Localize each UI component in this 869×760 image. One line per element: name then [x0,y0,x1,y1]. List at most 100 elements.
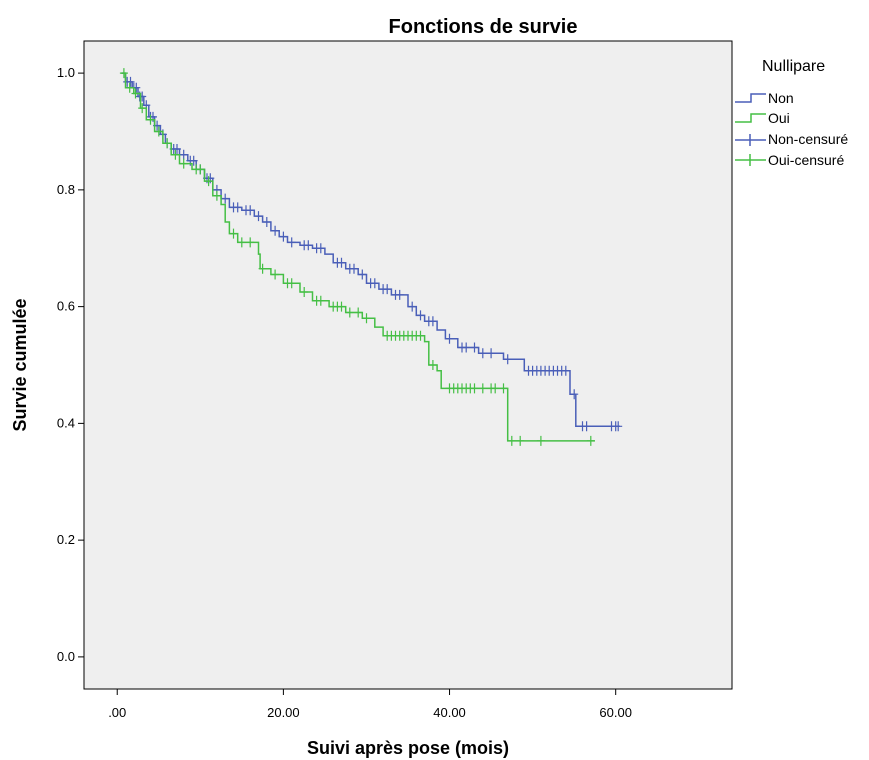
legend: Nullipare Non Oui Non-censuré Oui-censur… [735,58,848,168]
censor-mark-oui [491,383,500,394]
censor-mark-non [189,155,198,166]
censor-mark-non [279,231,288,242]
censor-mark-non [582,421,591,432]
censor-mark-non [561,365,570,376]
axis-ticks: .00 20.00 40.00 60.00 0.0 0.2 0.4 0.6 0.8 1.0 [57,65,632,720]
legend-swatch-oui-censure [735,154,766,166]
legend-label-oui: Oui [768,110,790,126]
censor-mark-oui [337,301,346,312]
censor-mark-oui [258,263,267,274]
censor-mark-oui [163,138,172,149]
series-layer [119,68,623,446]
censor-mark-non [614,421,623,432]
censor-mark-oui [246,237,255,248]
censor-mark-oui [237,237,246,248]
y-tick-label: 0.6 [57,299,75,314]
censor-mark-non [503,354,512,365]
legend-label-oui-censure: Oui-censuré [768,152,844,168]
y-axis-title: Survie cumulée [10,298,30,431]
censor-mark-non [428,316,437,327]
y-tick-label: 0.8 [57,182,75,197]
censor-mark-non [262,217,271,227]
censor-mark-oui [470,383,479,394]
y-tick-label: 0.0 [57,649,75,664]
censor-mark-non [254,211,263,222]
censor-mark-oui [204,176,213,187]
censor-mark-oui [416,330,425,341]
x-tick-label: .00 [108,705,126,720]
legend-swatch-oui [735,113,766,123]
censor-mark-oui [316,295,325,306]
x-tick-label: 60.00 [599,705,632,720]
censor-mark-non [337,257,346,268]
censor-mark-oui [499,383,508,394]
legend-item-non: Non [735,90,794,106]
censor-mark-non [233,202,242,213]
censor-mark-non [138,91,147,102]
censor-mark-oui [300,287,309,297]
legend-item-oui-censure: Oui-censuré [735,152,844,168]
legend-item-oui: Oui [735,110,790,126]
censor-mark-non [470,342,479,353]
censor-mark-oui [354,307,363,318]
legend-item-non-censure: Non-censuré [735,131,848,147]
censor-mark-non [445,333,454,344]
censor-mark-non [395,289,404,300]
censor-mark-non [416,310,425,321]
censor-mark-oui [345,307,354,318]
censor-mark-non [358,269,367,280]
censor-mark-oui [271,269,280,280]
censor-mark-oui [229,228,238,239]
censor-mark-non [179,149,188,160]
censor-mark-non [383,284,392,295]
x-tick-label: 20.00 [267,705,300,720]
legend-label-non-censure: Non-censuré [768,131,848,147]
censor-mark-oui [516,435,525,446]
censor-mark-non [370,278,379,289]
x-axis-title: Suivi après pose (mois) [307,738,509,758]
censor-mark-oui [428,360,437,370]
censor-mark-non [570,389,579,400]
censor-mark-non [350,263,358,274]
censor-mark-non [126,76,135,87]
censor-mark-non [221,193,230,204]
censor-mark-oui [362,313,371,324]
censor-mark-oui [179,158,188,169]
censor-mark-oui [138,103,147,114]
censor-mark-oui [146,114,155,125]
chart-title: Fonctions de survie [389,16,578,38]
censor-mark-non [316,243,325,254]
censor-mark-non [408,301,417,312]
censor-mark-oui [287,278,296,289]
series-non [121,72,623,432]
censor-mark-non [271,225,280,236]
x-tick-label: 40.00 [433,705,466,720]
censor-mark-non [287,237,296,248]
censor-mark-oui [171,149,180,160]
censor-mark-non [304,240,313,251]
legend-title: Nullipare [762,58,825,75]
legend-label-non: Non [768,90,794,106]
series-oui [119,68,595,446]
legend-swatch-non [735,93,766,103]
censor-mark-oui [507,435,516,446]
censor-mark-oui [196,164,205,175]
censor-mark-non [246,205,255,216]
censor-mark-oui [586,435,595,446]
plot-area [83,40,733,690]
censor-mark-oui [125,82,134,93]
censor-mark-oui [212,190,221,201]
censor-mark-non [487,348,496,359]
censor-mark-oui [154,126,163,137]
y-tick-label: 0.2 [57,532,75,547]
censor-mark-oui [536,435,545,446]
legend-swatch-non-censure [735,134,766,146]
y-tick-label: 1.0 [57,65,75,80]
censor-mark-non [478,348,487,359]
censor-mark-oui [478,383,487,394]
censor-mark-non [173,144,181,154]
censor-mark-non [462,342,471,353]
censor-mark-oui [131,88,140,99]
censor-mark-oui [119,68,128,79]
